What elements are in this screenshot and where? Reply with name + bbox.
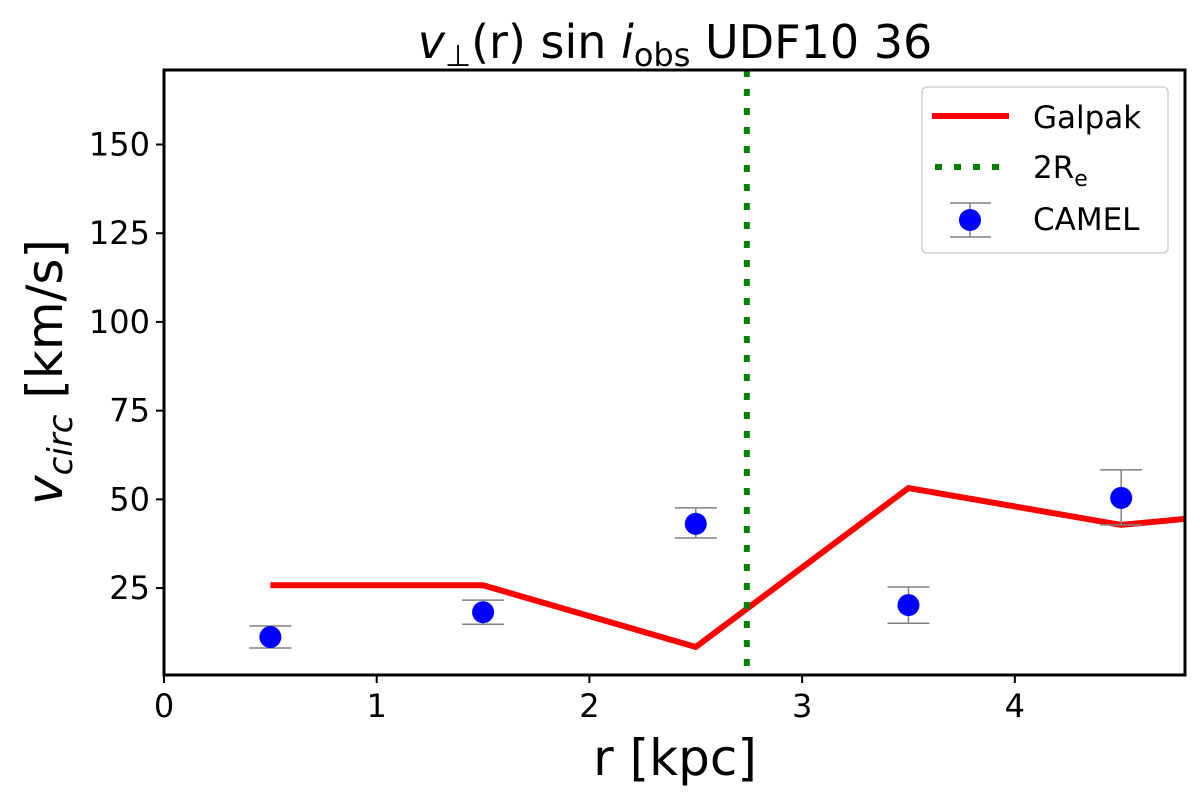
title-rest: UDF10 36 [690, 15, 932, 69]
x-axis-label: r [kpc] [593, 729, 757, 787]
y-tick-label: 100 [89, 303, 150, 341]
legend-galpak-label: Galpak [1033, 100, 1141, 136]
x-tick-label: 3 [792, 687, 812, 725]
camel-point [259, 626, 282, 649]
y-tick-label: 125 [89, 214, 150, 252]
galpak-line [270, 484, 1186, 651]
legend-camel-label: CAMEL [1033, 202, 1140, 238]
title-v: v [418, 15, 446, 69]
x-tick-label: 0 [154, 687, 174, 725]
legend-camel-marker [959, 209, 981, 231]
y-tick-label: 150 [89, 126, 150, 164]
plot-frame [162, 68, 1187, 677]
legend-re-label: 2Re [1033, 150, 1088, 192]
title-sub: obs [634, 36, 691, 74]
camel-point [472, 601, 495, 624]
y-axis-label: vcirc [km/s] [16, 239, 81, 505]
camel-point [1110, 486, 1133, 509]
x-tick-label: 4 [1005, 687, 1025, 725]
title-perp: ⊥ [445, 39, 471, 74]
y-tick-label: 50 [109, 480, 150, 518]
y-tick-label: 25 [109, 569, 150, 607]
title-i: i [621, 15, 634, 69]
legend-box [921, 86, 1169, 254]
camel-point [897, 594, 920, 617]
x-tick-label: 1 [367, 687, 387, 725]
camel-point [684, 512, 707, 535]
title-mid: (r) sin [471, 15, 621, 69]
legend: Galpak 2Re CAMEL [921, 86, 1169, 254]
x-tick-label: 2 [579, 687, 599, 725]
chart-title: v⊥(r) sin iobs UDF10 36 [418, 15, 933, 74]
svg-text:v⊥(r) sin iobs UDF10 36: v⊥(r) sin iobs UDF10 36 [418, 15, 933, 74]
y-tick-label: 75 [109, 392, 150, 430]
